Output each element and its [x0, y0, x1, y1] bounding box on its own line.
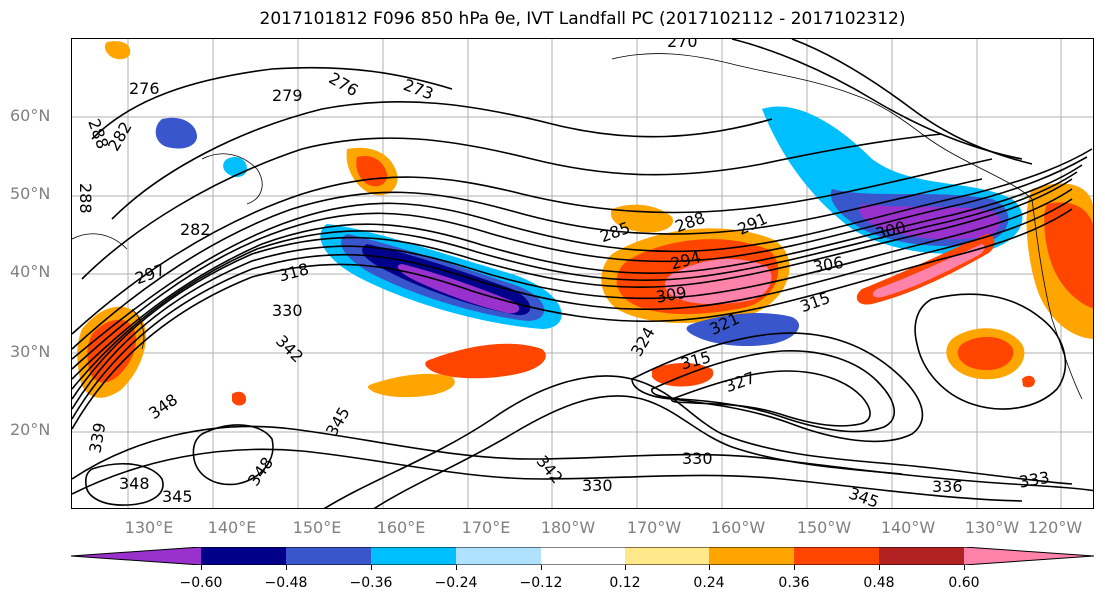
contour-label: 282 — [180, 220, 211, 239]
colorbar-tick-label: 0.48 — [863, 575, 895, 591]
contour-label: 330 — [682, 449, 713, 468]
map-canvas: 276 279 276 273 270 288 282 288 282 285 … — [72, 39, 1093, 509]
contour-label: 279 — [272, 86, 303, 105]
lon-label-150w: 150°W — [796, 518, 852, 537]
lon-label-160e: 160°E — [376, 518, 426, 537]
map-title: 2017101812 F096 850 hPa θe, IVT Landfall… — [259, 9, 906, 29]
lon-label-160w: 160°W — [710, 518, 766, 537]
lat-label-60n: 60°N — [10, 106, 51, 125]
contour-label: 330 — [272, 301, 303, 320]
contour-label: 324 — [627, 324, 659, 360]
colorbar-segment — [625, 547, 709, 565]
colorbar-tick-label: 0.12 — [609, 575, 641, 591]
lon-label-170e: 170°E — [461, 518, 511, 537]
contour-label: 333 — [1018, 468, 1051, 492]
lon-label-140w: 140°W — [880, 518, 936, 537]
colorbar-segment — [794, 547, 879, 565]
colorbar-tickmark — [456, 565, 457, 570]
lon-label-180w: 180°W — [540, 518, 596, 537]
colorbar-tickmark — [709, 565, 710, 570]
contour-label: 327 — [722, 368, 757, 396]
colorbar-tick-label: −0.12 — [519, 575, 563, 591]
colorbar-segment — [456, 547, 541, 565]
lon-label-130w: 130°W — [964, 518, 1020, 537]
colorbar-tickmark — [625, 565, 626, 570]
colorbar-tick-label: 0.24 — [693, 575, 725, 591]
lon-label-120w: 120°W — [1027, 518, 1083, 537]
colorbar-tickmark — [541, 565, 542, 570]
lon-label-130e: 130°E — [124, 518, 174, 537]
colorbar-segment — [201, 547, 286, 565]
contour-label: 270 — [667, 39, 698, 51]
colorbar-segment — [709, 547, 794, 565]
contour-label: 288 — [76, 183, 95, 214]
contour-label: 276 — [326, 69, 362, 101]
colorbar-tick-label: −0.36 — [349, 575, 393, 591]
lat-label-20n: 20°N — [10, 420, 51, 439]
colorbar-tickmark — [964, 565, 965, 570]
colorbar-tick-label: 0.36 — [778, 575, 810, 591]
contour-label: 348 — [145, 390, 181, 423]
contour-label: 342 — [533, 452, 567, 488]
lon-label-170w: 170°W — [626, 518, 682, 537]
colorbar-extend-high — [964, 547, 1094, 565]
contour-label: 348 — [244, 454, 277, 490]
contour-label: 297 — [132, 260, 167, 288]
colorbar-tickmark — [201, 565, 202, 570]
colorbar-tick-label: −0.60 — [179, 575, 223, 591]
contour-label: 345 — [846, 483, 881, 509]
coastlines — [72, 53, 1083, 400]
contour-label: 273 — [401, 75, 436, 103]
contour-label: 342 — [272, 331, 307, 366]
colorbar-tickmark — [794, 565, 795, 570]
contour-label: 318 — [276, 259, 310, 285]
colorbar-segment — [371, 547, 456, 565]
colorbar-tickmark — [371, 565, 372, 570]
colorbar-tickmark — [286, 565, 287, 570]
lat-label-50n: 50°N — [10, 184, 51, 203]
map-panel: 276 279 276 273 270 288 282 288 282 285 … — [71, 38, 1094, 509]
colorbar-segment — [286, 547, 371, 565]
theta-e-contours — [72, 39, 1093, 508]
lat-label-30n: 30°N — [10, 342, 51, 361]
contour-label: 345 — [162, 487, 193, 506]
contour-label: 306 — [812, 253, 845, 277]
colorbar-tick-label: −0.48 — [264, 575, 308, 591]
lon-label-150e: 150°E — [292, 518, 342, 537]
lon-label-140e: 140°E — [207, 518, 257, 537]
colorbar-segment — [879, 547, 964, 565]
colorbar-extend-low — [71, 547, 201, 565]
contour-label: 315 — [797, 288, 832, 316]
colorbar-tick-label: 0.60 — [948, 575, 980, 591]
contour-label: 330 — [582, 476, 613, 495]
colorbar — [71, 547, 1094, 565]
contour-label: 339 — [85, 421, 109, 454]
colorbar-tickmark — [879, 565, 880, 570]
contour-label: 285 — [597, 218, 632, 246]
colorbar-tick-label: −0.24 — [434, 575, 478, 591]
contour-label: 348 — [119, 474, 150, 493]
colorbar-segment — [541, 547, 625, 565]
contour-label-group: 276 279 276 273 270 288 282 288 282 285 … — [76, 39, 1051, 509]
contour-label: 336 — [932, 477, 963, 496]
lat-label-40n: 40°N — [10, 262, 51, 281]
contour-label: 276 — [129, 79, 160, 98]
